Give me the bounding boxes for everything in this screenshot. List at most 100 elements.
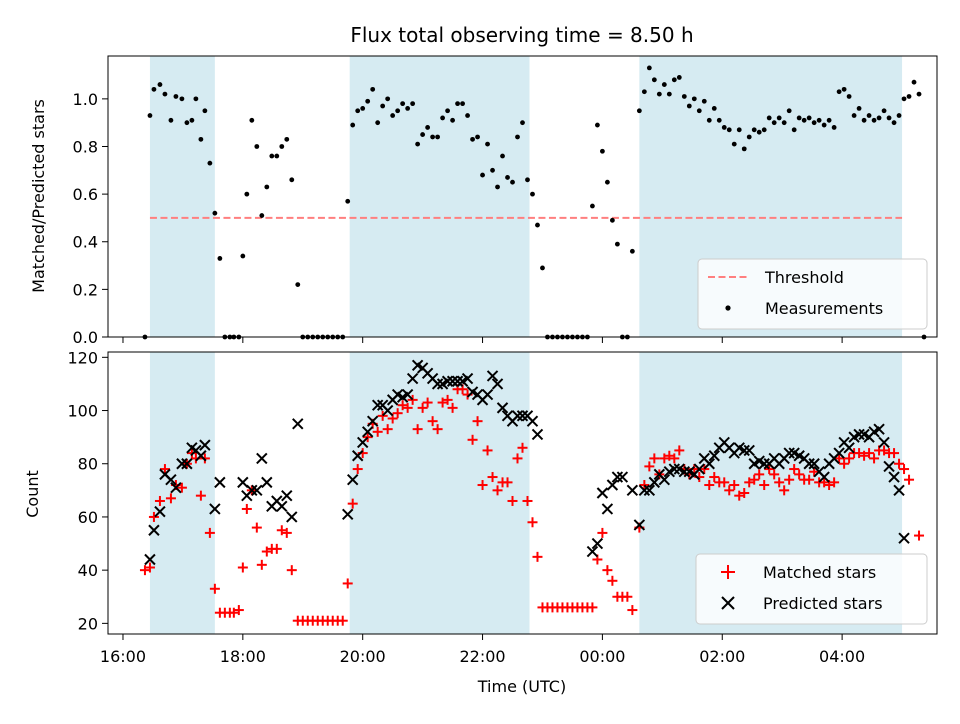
measurement-point (415, 141, 421, 147)
predicted-star-point (626, 484, 639, 497)
measurement-point (766, 115, 772, 121)
measurement-point (360, 105, 366, 111)
matched-star-point (502, 477, 513, 488)
matched-star-point (392, 408, 403, 419)
predicted-star-point (678, 466, 691, 478)
measurement-point (604, 179, 610, 185)
measurement-point (896, 113, 902, 118)
measurement-point (520, 120, 525, 126)
x-tick-label: 22:00 (459, 647, 505, 666)
matched-star-point (352, 464, 363, 475)
measurement-point (871, 117, 877, 123)
matched-star-point (382, 424, 393, 435)
matched-star-point (447, 402, 458, 413)
matched-star-point (844, 453, 855, 464)
matched-star-point (789, 464, 800, 475)
y-tick-label: 1.0 (73, 90, 98, 109)
predicted-star-point (237, 476, 249, 489)
matched-star-point (644, 461, 655, 472)
predicted-star-point (648, 476, 661, 489)
measurement-point (701, 98, 707, 104)
measurement-point (355, 108, 361, 114)
measurement-point (911, 79, 917, 85)
measurement-point (831, 125, 837, 130)
measurement-point (761, 127, 767, 133)
predicted-star-point (446, 375, 459, 387)
predicted-star-point (888, 471, 900, 483)
measurement-point (345, 198, 351, 204)
measurement-point (861, 117, 867, 123)
matched-star-point (729, 480, 740, 491)
predicted-star-point (658, 473, 671, 486)
matched-star-point (914, 530, 925, 541)
measurement-point (891, 120, 897, 126)
y-tick-label: 40 (78, 561, 98, 580)
predicted-star-point (144, 553, 156, 566)
measurement-point (385, 96, 391, 102)
measurement-point (480, 172, 485, 178)
measurement-point (450, 117, 455, 123)
measurement-point (691, 96, 697, 102)
measurement-point (706, 117, 712, 123)
matched-star-point (195, 490, 206, 501)
predicted-star-point (633, 519, 646, 531)
measurement-point (741, 146, 747, 152)
matched-star-point (159, 464, 170, 475)
predicted-star-point (292, 418, 304, 430)
matched-star-point (467, 434, 478, 445)
measurement-point (279, 144, 285, 149)
predicted-star-point (486, 370, 499, 382)
measurement-point (836, 89, 842, 95)
measurement-point (420, 132, 426, 137)
matched-star-point (829, 477, 840, 488)
measurement-point (470, 136, 475, 142)
legend-threshold-label: Threshold (764, 268, 844, 287)
measurement-point (595, 122, 600, 128)
matched-star-point (804, 474, 815, 485)
measurement-point (756, 129, 762, 135)
measurement-point (365, 98, 371, 104)
measurement-point (641, 89, 647, 95)
measurement-point (445, 108, 450, 114)
matched-star-point (372, 426, 383, 437)
measurement-point (731, 141, 737, 147)
measurement-point (886, 115, 892, 121)
measurement-point (881, 108, 887, 114)
measurement-point (671, 77, 677, 83)
shaded-interval (349, 56, 530, 337)
bottom-y-ticks: 20 40 60 80 100 120 (67, 348, 108, 633)
measurement-point (771, 120, 777, 126)
measurement-point (776, 115, 782, 121)
measurement-point (726, 127, 732, 133)
matched-star-point (256, 559, 267, 570)
matched-star-point (241, 503, 252, 514)
predicted-star-point (181, 458, 193, 470)
measurement-point (147, 113, 153, 118)
predicted-star-point (818, 471, 830, 483)
matched-star-point (337, 615, 348, 626)
measurement-point (801, 117, 807, 123)
measurement-point (721, 125, 727, 130)
predicted-star-point (361, 426, 374, 438)
shaded-interval (149, 352, 215, 634)
matched-star-point (432, 424, 443, 435)
measurement-point (916, 91, 922, 97)
predicted-star-point (154, 505, 166, 518)
measurement-point (821, 122, 827, 128)
y-tick-label: 100 (67, 402, 98, 421)
measurement-point (375, 120, 381, 126)
bottom-legend-box (695, 553, 928, 625)
top-legend-box (697, 258, 928, 330)
predicted-star-point (481, 388, 494, 401)
x-tick-label: 18:00 (220, 647, 266, 666)
measurement-point (656, 91, 662, 97)
measurement-point (350, 122, 356, 128)
measurement-point (781, 120, 787, 126)
shaded-interval (349, 352, 530, 634)
predicted-star-point (611, 471, 624, 483)
measurement-point (636, 108, 642, 114)
matched-star-point (709, 472, 720, 483)
predicted-star-point (441, 375, 454, 387)
measurement-point (395, 108, 401, 114)
